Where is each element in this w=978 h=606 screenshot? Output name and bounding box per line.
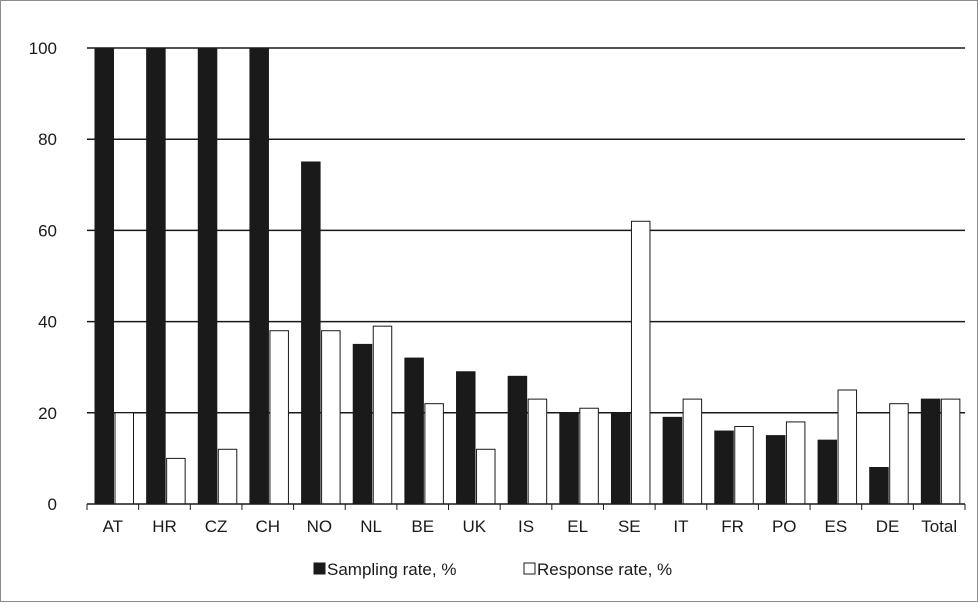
x-tick-label-po: PO <box>772 517 797 536</box>
y-tick-label: 100 <box>29 39 57 58</box>
sampling-rate-bar-cz <box>197 47 218 505</box>
legend-sampling-rate-label: Sampling rate, % <box>327 560 456 579</box>
x-tick-label-hr: HR <box>152 517 177 536</box>
x-tick-label-nl: NL <box>360 517 382 536</box>
response-rate-bar-total <box>940 398 961 505</box>
sampling-rate-bar-de <box>869 467 889 505</box>
sampling-rate-bar-nl <box>352 343 373 505</box>
x-tick-label-total: Total <box>921 517 957 536</box>
response-rate-bar-at <box>114 412 134 505</box>
sampling-rate-bar-ch <box>249 47 269 505</box>
sampling-rate-bar-is <box>507 375 528 505</box>
sampling-rate-bar-el <box>559 412 579 505</box>
y-tick-label: 0 <box>48 495 57 514</box>
response-rate-bar-fr <box>734 425 754 505</box>
y-tick-label: 60 <box>38 221 57 240</box>
x-tick-label-be: BE <box>411 517 434 536</box>
sampling-rate-bar-at <box>94 47 114 505</box>
bars <box>94 47 961 505</box>
response-rate-bar-de <box>889 403 909 505</box>
response-rate-bar-el <box>579 407 599 505</box>
sampling-rate-bar-no <box>301 161 321 505</box>
x-tick-label-el: EL <box>567 517 588 536</box>
response-rate-bar-be <box>424 403 444 505</box>
x-tick-label-de: DE <box>876 517 900 536</box>
sampling-rate-bar-es <box>817 439 838 505</box>
sampling-rate-bar-uk <box>456 371 476 505</box>
sampling-rate-bar-se <box>610 412 631 505</box>
y-tick-label: 20 <box>38 404 57 423</box>
response-rate-bar-it <box>682 398 703 505</box>
sampling-rate-bar-hr <box>146 47 166 505</box>
legend-response-rate-swatch <box>523 562 536 575</box>
response-rate-bar-se <box>630 220 651 505</box>
response-rate-bar-is <box>527 398 548 505</box>
sampling-rate-bar-total <box>920 398 941 505</box>
response-rate-bar-es <box>837 389 858 505</box>
sampling-rate-bar-it <box>662 416 683 505</box>
x-tick-label-es: ES <box>825 517 848 536</box>
y-tick-label: 80 <box>38 130 57 149</box>
response-rate-bar-cz <box>217 448 238 505</box>
response-rate-bar-ch <box>269 330 289 505</box>
x-tick-label-fr: FR <box>721 517 744 536</box>
x-tick-label-at: AT <box>103 517 123 536</box>
x-tick-label-se: SE <box>618 517 641 536</box>
x-tick-label-ch: CH <box>255 517 280 536</box>
legend-sampling-rate-swatch <box>313 562 326 575</box>
response-rate-bar-hr <box>166 457 186 505</box>
y-tick-label: 40 <box>38 313 57 332</box>
response-rate-bar-no <box>321 330 341 505</box>
sampling-rate-bar-be <box>404 357 424 505</box>
response-rate-bar-nl <box>372 325 393 505</box>
x-tick-label-uk: UK <box>463 517 487 536</box>
sampling-rate-bar-fr <box>714 430 734 505</box>
response-rate-bar-po <box>785 421 806 505</box>
axes: 0 20 40 60 80 100 AT HR CZ CH NO NL BE UK IS EL SE IT FR PO… <box>29 39 966 536</box>
x-tick-label-it: IT <box>673 517 688 536</box>
sampling-rate-bar-po <box>765 435 786 505</box>
response-rate-bar-uk <box>476 448 496 505</box>
legend: Sampling rate, % Response rate, % <box>313 560 672 579</box>
x-tick-label-no: NO <box>307 517 333 536</box>
x-tick-label-cz: CZ <box>205 517 228 536</box>
x-tick-label-is: IS <box>518 517 534 536</box>
legend-response-rate-label: Response rate, % <box>537 560 672 579</box>
gridlines <box>87 47 965 414</box>
